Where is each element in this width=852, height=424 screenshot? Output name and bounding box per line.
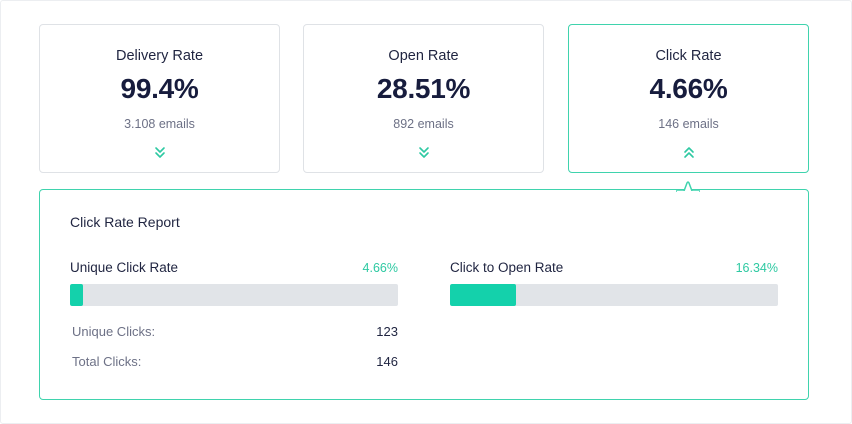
card-delivery-rate[interactable]: Delivery Rate 99.4% 3.108 emails — [39, 24, 280, 173]
chevrons-down-icon[interactable] — [418, 145, 430, 159]
progress-fill — [450, 284, 516, 306]
metric-percent: 16.34% — [735, 261, 778, 275]
click-rate-report-panel: Click Rate Report Unique Click Rate 4.66… — [39, 189, 809, 400]
metric-percent: 4.66% — [362, 261, 398, 275]
metric-label: Unique Click Rate — [70, 260, 179, 275]
chevrons-up-icon[interactable] — [683, 145, 695, 159]
panel-pointer — [676, 181, 700, 192]
metric-label: Click to Open Rate — [450, 260, 564, 275]
chevrons-down-icon[interactable] — [154, 145, 166, 159]
card-subtext: 3.108 emails — [124, 117, 195, 131]
progress-bar — [450, 284, 778, 306]
stat-label: Total Clicks: — [72, 354, 142, 369]
card-open-rate[interactable]: Open Rate 28.51% 892 emails — [303, 24, 544, 173]
card-value: 99.4% — [120, 73, 199, 104]
card-title: Click Rate — [655, 48, 722, 64]
card-title: Open Rate — [388, 48, 459, 64]
progress-fill — [70, 284, 84, 306]
card-subtext: 146 emails — [658, 117, 719, 131]
card-value: 28.51% — [376, 73, 471, 104]
card-value: 4.66% — [649, 73, 728, 104]
stat-label: Unique Clicks: — [72, 324, 156, 339]
card-click-rate[interactable]: Click Rate 4.66% 146 emails — [568, 24, 809, 173]
stat-value: 146 — [376, 354, 398, 369]
stat-value: 123 — [376, 324, 398, 339]
card-title: Delivery Rate — [115, 48, 204, 64]
report-title: Click Rate Report — [70, 214, 180, 230]
card-subtext: 892 emails — [393, 117, 454, 131]
progress-bar — [70, 284, 398, 306]
